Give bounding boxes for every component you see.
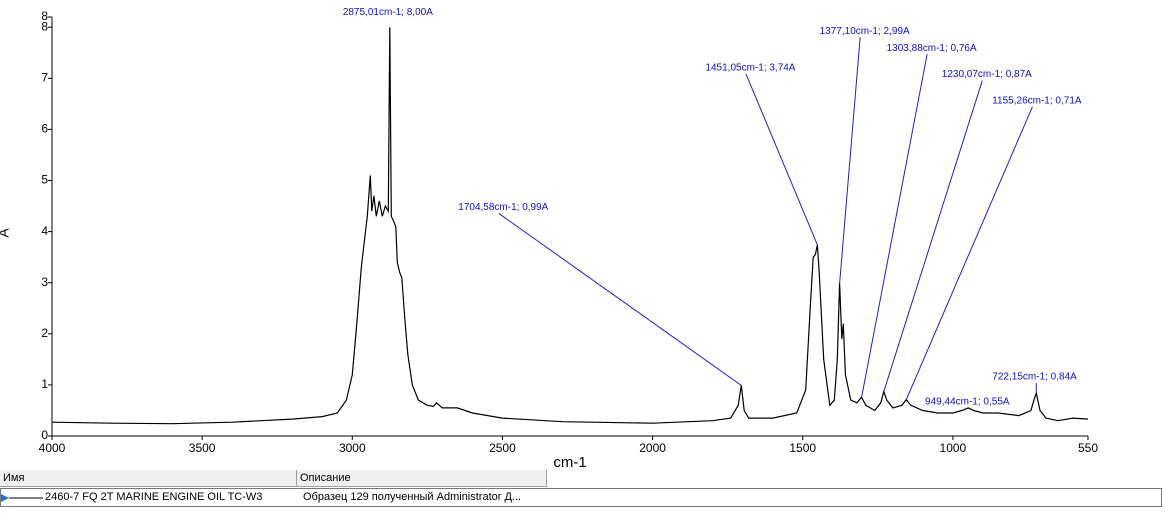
peak-leader — [905, 106, 1033, 400]
y-tick-label: 3 — [41, 275, 48, 289]
peak-label: 722,15cm-1; 0,84A — [992, 372, 1077, 383]
table-cell: 2460-7 FQ 2T MARINE ENGINE OIL TC-W3 — [45, 491, 263, 503]
legend-line — [1, 494, 43, 502]
peak-leader — [745, 73, 818, 246]
peak-label: 1377,10cm-1; 2,99A — [820, 26, 910, 37]
y-axis-label: A — [0, 228, 12, 238]
x-tick-label: 550 — [1078, 441, 1098, 455]
x-tick-label: 2000 — [639, 441, 666, 455]
chart: cm-1 A 0 1 2 3 4 5 6 7 88 4000 3500 3000 2500 2000 150… — [0, 7, 1098, 470]
y-tick-label: 7 — [41, 70, 48, 84]
y-tick-label: 6 — [41, 122, 48, 136]
table-cell: Образец 129 полученный Administrator Д..… — [303, 491, 522, 503]
y-tick-label: 0 — [41, 428, 48, 442]
x-tick-label: 1500 — [789, 441, 816, 455]
spectrum-table: Имя Описание 2460-7 FQ 2T MARINE ENGINE … — [0, 470, 1165, 515]
peak-leader — [861, 54, 928, 398]
y-tick-label: 8 — [41, 9, 48, 23]
column-header[interactable]: Описание — [297, 470, 547, 487]
peak-leader — [883, 80, 983, 392]
peak-label: 1155,26cm-1; 0,71A — [992, 95, 1082, 106]
spectrum-line — [51, 27, 1089, 425]
peak-label: 2875,01cm-1; 8,00A — [343, 7, 433, 18]
peak-label: 1230,07cm-1; 0,87A — [942, 69, 1032, 80]
peak-label: 1704,58cm-1; 0,99A — [458, 202, 548, 213]
y-tick-label: 1 — [41, 377, 48, 391]
peak-label: 1451,05cm-1; 3,74A — [705, 63, 795, 74]
table-row[interactable]: 2460-7 FQ 2T MARINE ENGINE OIL TC-W3 Обр… — [0, 488, 1162, 507]
x-axis-label: cm-1 — [553, 454, 586, 470]
peak-label: 949,44cm-1; 0,55A — [925, 397, 1010, 408]
y-tick-label: 4 — [41, 224, 48, 238]
x-tick-label: 3500 — [189, 441, 216, 455]
x-tick-label: 1000 — [940, 441, 967, 455]
y-tick-label: 5 — [41, 173, 48, 187]
peak-leader — [498, 213, 742, 386]
y-tick-label: 2 — [41, 326, 48, 340]
x-tick-label: 3000 — [339, 441, 366, 455]
x-tick-label: 4000 — [39, 441, 66, 455]
column-header[interactable]: Имя — [0, 470, 297, 487]
y-tick-label: 8 — [41, 19, 48, 33]
peak-label: 1303,88cm-1; 0,76A — [887, 43, 977, 54]
x-tick-label: 2500 — [489, 441, 516, 455]
peak-leader — [839, 37, 861, 284]
row-arrow — [1, 494, 9, 502]
